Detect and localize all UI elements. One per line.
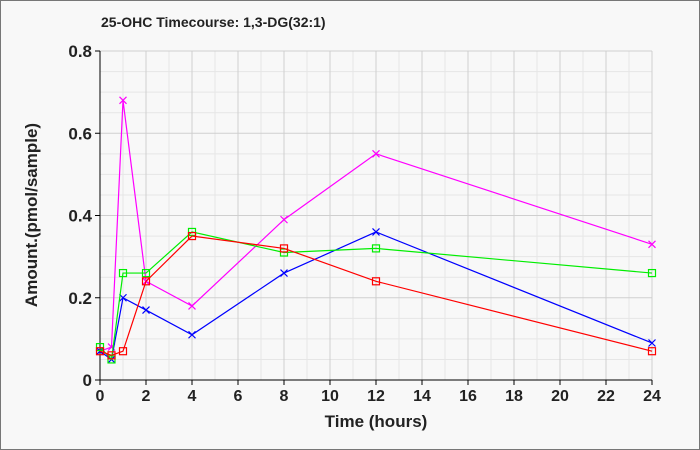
x-tick-label: 12: [367, 388, 385, 405]
data-point-red: [107, 351, 116, 360]
data-point-magenta: [119, 96, 127, 105]
data-point-green: [141, 268, 151, 278]
data-point-blue: [648, 339, 656, 347]
data-point-red: [118, 347, 128, 356]
x-tick-label: 8: [280, 388, 289, 405]
y-tick-label: 0.4: [68, 207, 92, 226]
x-tick-label: 6: [234, 388, 243, 405]
series-line-red: [99, 235, 653, 356]
data-point-green: [187, 227, 197, 237]
y-tick-label: 0.2: [68, 289, 92, 308]
series-line-magenta: [99, 100, 653, 352]
data-point-blue: [188, 330, 196, 339]
y-tick-label: 0.8: [68, 42, 92, 61]
series-green: [95, 227, 657, 364]
data-point-blue: [280, 269, 288, 277]
x-tick-label: 20: [551, 388, 569, 405]
x-tick-label: 4: [188, 388, 197, 405]
data-point-blue: [142, 306, 150, 315]
data-point-blue: [372, 228, 380, 236]
data-point-green: [647, 268, 657, 278]
data-point-magenta: [188, 302, 196, 310]
x-tick-label: 16: [459, 388, 477, 405]
data-point-red: [371, 277, 381, 286]
data-point-green: [95, 343, 105, 352]
data-point-red: [647, 347, 657, 356]
chart-title: 25-OHC Timecourse: 1,3-DG(32:1): [101, 14, 326, 30]
data-point-green: [118, 268, 128, 278]
y-tick-label: 0: [83, 371, 92, 390]
data-point-blue: [119, 293, 127, 302]
data-point-magenta: [648, 240, 656, 249]
series-red: [95, 231, 657, 360]
x-tick-label: 14: [413, 388, 431, 405]
x-tick-label: 10: [321, 388, 339, 405]
x-tick-label: 0: [96, 388, 105, 405]
series-line-green: [99, 231, 653, 361]
data-point-red: [141, 277, 151, 286]
y-tick-label: 0.6: [68, 124, 92, 143]
x-axis-label: Time (hours): [325, 412, 428, 431]
y-axis-label: Amount.(pmol/sample): [22, 123, 41, 307]
data-point-red: [187, 231, 197, 241]
data-point-magenta: [280, 215, 288, 224]
data-point-red: [279, 244, 289, 253]
x-tick-label: 22: [597, 388, 615, 405]
x-tick-label: 2: [142, 388, 151, 405]
x-tick-label: 18: [505, 388, 523, 405]
x-tick-label: 24: [643, 388, 661, 405]
data-point-red: [95, 347, 105, 356]
data-point-green: [371, 244, 381, 253]
data-point-magenta: [372, 149, 380, 158]
